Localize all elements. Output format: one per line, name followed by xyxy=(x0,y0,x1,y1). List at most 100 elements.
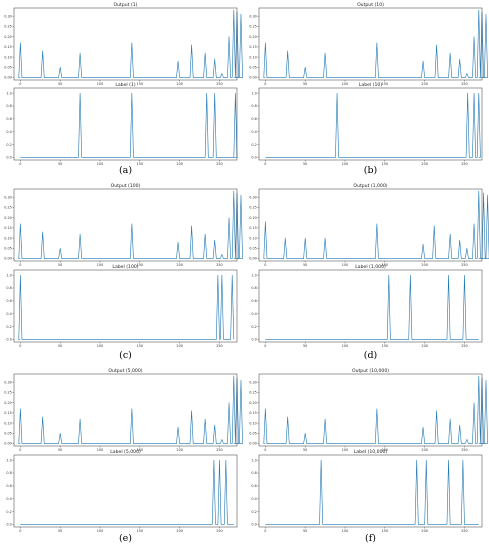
x-tick-label: 100 xyxy=(342,529,348,533)
y-tick-label: 0.30 xyxy=(4,380,12,384)
x-tick-label: 0 xyxy=(264,344,266,348)
panel-e: Output (5,000)0 50 100 150 200 2500.000.050.1… xyxy=(4,368,243,544)
series-line xyxy=(18,190,243,259)
y-tick-label: 0.00 xyxy=(249,257,257,261)
panel-caption: (d) xyxy=(364,350,378,361)
y-tick-label: 1.0 xyxy=(251,273,256,277)
y-tick-label: 0.25 xyxy=(4,25,12,29)
y-tick-label: 0.00 xyxy=(249,442,257,446)
y-tick-label: 1.0 xyxy=(251,458,256,462)
label-chart: Label (1,000) 0 50 100 150 200 250 0.0 0.2 0.4 0.6… xyxy=(251,264,483,348)
y-tick-label: 1.0 xyxy=(6,458,11,462)
output-chart: Output (10,000) 0 50 100 150 200 250 0.00 0.05 0.… xyxy=(249,368,488,452)
output-chart: Output (5,000) 0 50 100 150 200 250 0.00 0.05 0.1… xyxy=(4,368,243,452)
label-chart: Label (100) 0 50 100 150 200 250 0.0 0.2 0.4 0.6 0.… xyxy=(6,264,238,348)
axes-frame xyxy=(258,269,483,343)
y-tick-label: 0.6 xyxy=(6,117,11,121)
chart-title: Label (10,000) xyxy=(354,449,388,455)
x-tick-label: 50 xyxy=(303,162,307,166)
y-tick-label: 0.25 xyxy=(4,391,12,395)
y-tick-label: 0.2 xyxy=(6,510,11,514)
y-tick-label: 0.25 xyxy=(249,206,257,210)
x-tick-label: 200 xyxy=(176,529,182,533)
output-chart: Output (10) 0 50 100 150 200 250 0.00 0.05 0.10 0.… xyxy=(249,2,488,86)
series-line xyxy=(20,459,234,525)
axes-frame xyxy=(258,87,483,161)
series-line xyxy=(18,375,243,444)
series-line xyxy=(20,92,238,158)
x-tick-label: 150 xyxy=(382,263,388,267)
y-tick-label: 0.00 xyxy=(249,76,257,80)
y-tick-label: 0.15 xyxy=(4,226,12,230)
y-tick-label: 0.30 xyxy=(249,380,257,384)
panel-caption: (e) xyxy=(119,533,132,544)
x-tick-label: 0 xyxy=(264,162,266,166)
x-tick-label: 100 xyxy=(342,82,348,86)
chart-title: Output (100) xyxy=(111,183,141,189)
y-tick-label: 0.4 xyxy=(6,130,11,134)
series-line xyxy=(18,274,235,340)
y-tick-label: 0.0 xyxy=(251,156,256,160)
series-line xyxy=(265,459,479,525)
x-tick-label: 0 xyxy=(264,82,266,86)
chart-title: Output (10,000) xyxy=(352,368,389,374)
y-tick-label: 0.00 xyxy=(4,257,12,261)
y-tick-label: 1.0 xyxy=(6,91,11,95)
y-tick-label: 0.4 xyxy=(6,497,11,501)
y-tick-label: 0.15 xyxy=(4,411,12,415)
x-tick-label: 250 xyxy=(461,529,467,533)
chart-title: Output (1,000) xyxy=(353,183,387,189)
y-tick-label: 0.4 xyxy=(6,312,11,316)
x-tick-label: 100 xyxy=(342,448,348,452)
y-tick-label: 0.6 xyxy=(251,484,256,488)
y-tick-label: 0.2 xyxy=(251,510,256,514)
x-tick-label: 100 xyxy=(97,529,103,533)
y-tick-label: 0.30 xyxy=(4,14,12,18)
output-chart: Output (100) 0 50 100 150 200 250 0.00 0.05 0.10 0… xyxy=(4,183,243,267)
y-tick-label: 0.8 xyxy=(251,286,256,290)
x-tick-label: 0 xyxy=(19,162,21,166)
axes-frame xyxy=(258,454,483,528)
y-tick-label: 0.4 xyxy=(251,497,256,501)
panel-caption: (a) xyxy=(119,165,132,176)
x-tick-label: 50 xyxy=(58,263,62,267)
label-chart: Label (10,000) 0 50 100 150 200 250 0.0 0.2 0.4 0.… xyxy=(251,449,483,533)
y-tick-label: 0.05 xyxy=(249,247,257,251)
x-tick-label: 250 xyxy=(461,448,467,452)
chart-title: Label (5,000) xyxy=(110,449,141,455)
x-tick-label: 150 xyxy=(382,162,388,166)
y-tick-label: 0.15 xyxy=(4,45,12,49)
axes-frame xyxy=(13,87,238,161)
label-chart: Label (1) 0 50 100 150 200 250 0.0 0.2 0.4 0.6 0.8 1… xyxy=(6,82,238,166)
y-tick-label: 0.8 xyxy=(6,471,11,475)
y-tick-label: 0.0 xyxy=(251,338,256,342)
x-tick-label: 150 xyxy=(382,82,388,86)
y-tick-label: 0.25 xyxy=(249,391,257,395)
y-tick-label: 0.30 xyxy=(249,14,257,18)
x-tick-label: 150 xyxy=(137,344,143,348)
x-tick-label: 0 xyxy=(19,448,21,452)
x-tick-label: 50 xyxy=(58,448,62,452)
x-tick-label: 200 xyxy=(421,529,427,533)
x-tick-label: 250 xyxy=(216,344,222,348)
panel-c: Output (100)0 50 100 150 200 2500.000.050.100… xyxy=(4,183,243,361)
y-tick-label: 0.8 xyxy=(251,471,256,475)
y-tick-label: 0.0 xyxy=(6,156,11,160)
x-tick-label: 250 xyxy=(461,344,467,348)
x-tick-label: 150 xyxy=(382,448,388,452)
y-tick-label: 0.20 xyxy=(249,35,257,39)
y-tick-label: 0.20 xyxy=(4,35,12,39)
y-tick-label: 0.00 xyxy=(4,442,12,446)
y-tick-label: 0.30 xyxy=(4,195,12,199)
y-tick-label: 0.4 xyxy=(251,130,256,134)
x-tick-label: 200 xyxy=(176,448,182,452)
y-tick-label: 0.25 xyxy=(249,25,257,29)
series-line xyxy=(263,375,488,444)
chart-title: Output (5,000) xyxy=(108,368,142,374)
x-tick-label: 250 xyxy=(461,82,467,86)
x-tick-label: 50 xyxy=(303,529,307,533)
panel-f: Output (10,000)0 50 100 150 200 2500.000.050.… xyxy=(249,368,488,544)
y-tick-label: 0.2 xyxy=(251,143,256,147)
panel-caption: (c) xyxy=(119,350,132,361)
